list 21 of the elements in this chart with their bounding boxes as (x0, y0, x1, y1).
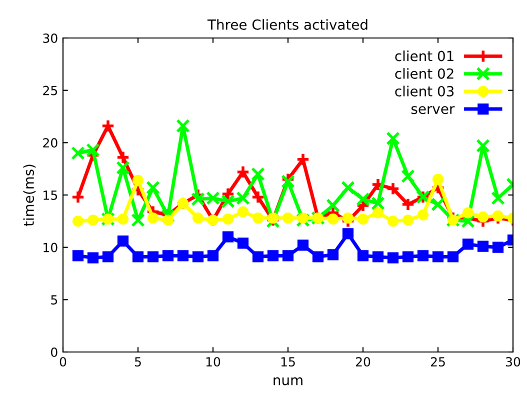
x-tick-label: 15 (281, 357, 295, 367)
y-tick-label: 0 (51, 347, 58, 357)
x-tick-label: 20 (356, 357, 370, 367)
y-tick-label: 5 (51, 295, 58, 305)
x-tick-label: 30 (506, 357, 520, 367)
y-tick-label: 20 (43, 138, 58, 148)
y-tick-label: 30 (43, 33, 58, 43)
y-tick-label: 10 (44, 242, 58, 252)
x-axis-title: num (274, 377, 302, 386)
legend-label: client 01 (395, 50, 454, 62)
legend-label: server (411, 106, 455, 114)
y-tick-label: 15 (44, 190, 58, 200)
chart-title: Three Clients activated (207, 19, 368, 30)
y-axis-title: time(ms) (23, 164, 36, 226)
x-tick-label: 10 (206, 357, 220, 367)
x-tick-label: 25 (430, 357, 445, 367)
legend-label: client 02 (395, 68, 454, 79)
x-tick-label: 0 (60, 357, 66, 367)
x-tick-label: 5 (134, 357, 141, 367)
y-tick-label: 25 (43, 86, 58, 96)
legend-label: client 03 (395, 86, 454, 96)
